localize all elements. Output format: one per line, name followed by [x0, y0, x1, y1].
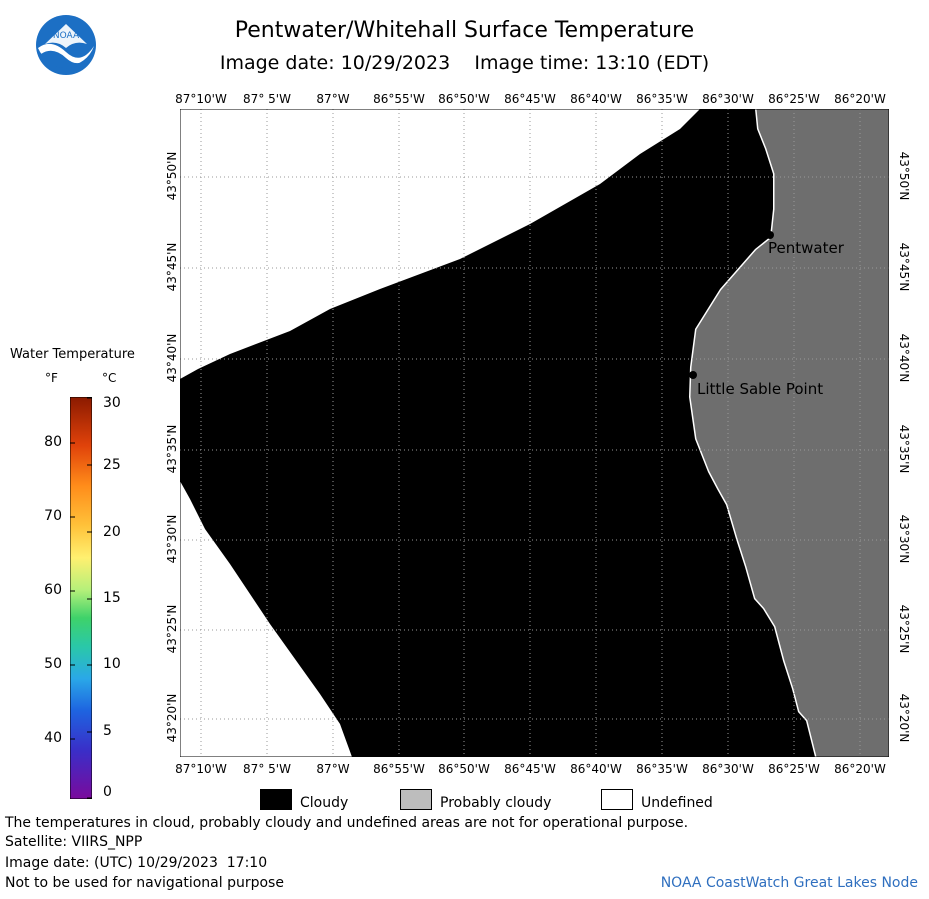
lon-label-bottom: 86°45'W	[504, 762, 556, 776]
image-date-time: Image date: 10/29/2023 Image time: 13:10…	[219, 52, 710, 74]
lat-label-left: 43°35'N	[165, 424, 179, 474]
colorbar-c-tick: 5	[103, 723, 112, 739]
lat-label-left: 43°20'N	[165, 693, 179, 743]
lon-label-top: 86°35'W	[636, 92, 688, 106]
page-title: Pentwater/Whitehall Surface Temperature	[234, 18, 695, 43]
lat-label-left: 43°30'N	[165, 514, 179, 564]
lon-label-top: 87°10'W	[175, 92, 227, 106]
colorbar-f-tick: 60	[44, 582, 62, 598]
undefined-swatch	[601, 789, 633, 810]
colorbar-f-tick: 80	[44, 434, 62, 450]
legend-title: Water Temperature	[10, 347, 135, 362]
satellite-text: Satellite: VIIRS_NPP	[5, 834, 143, 850]
lon-label-top: 86°50'W	[438, 92, 490, 106]
coastwatch-node-link[interactable]: NOAA CoastWatch Great Lakes Node	[660, 875, 918, 891]
navigation-warning: Not to be used for navigational purpose	[5, 875, 284, 891]
lon-label-top: 87° 5'W	[243, 92, 291, 106]
lat-label-right: 43°40'N	[897, 333, 911, 383]
unit-celsius: °C	[102, 371, 117, 385]
lat-label-left: 43°45'N	[165, 242, 179, 292]
lon-label-top: 86°55'W	[373, 92, 425, 106]
colorbar-c-tick: 30	[103, 395, 121, 411]
lon-label-bottom: 86°30'W	[702, 762, 754, 776]
probably-cloudy-label: Probably cloudy	[440, 795, 552, 811]
lon-label-top: 87°W	[316, 92, 350, 106]
lon-label-top: 86°40'W	[570, 92, 622, 106]
probably-cloudy-swatch	[400, 789, 432, 810]
lon-label-bottom: 86°50'W	[438, 762, 490, 776]
lon-label-bottom: 86°40'W	[570, 762, 622, 776]
land-area	[689, 109, 889, 757]
undefined-label: Undefined	[641, 795, 713, 811]
lon-label-bottom: 86°35'W	[636, 762, 688, 776]
lat-label-left: 43°40'N	[165, 333, 179, 383]
cloudy-label: Cloudy	[300, 795, 349, 811]
lat-label-right: 43°30'N	[897, 514, 911, 564]
lat-label-right: 43°25'N	[897, 604, 911, 654]
utc-date-text: Image date: (UTC) 10/29/2023 17:10	[5, 855, 268, 871]
lat-label-right: 43°20'N	[897, 693, 911, 743]
lon-label-top: 86°20'W	[834, 92, 886, 106]
unit-fahrenheit: °F	[45, 371, 58, 385]
lon-label-bottom: 87° 5'W	[243, 762, 291, 776]
lon-label-bottom: 86°25'W	[768, 762, 820, 776]
lon-label-top: 86°45'W	[504, 92, 556, 106]
cloudy-swatch	[260, 789, 292, 810]
graticule	[180, 109, 889, 757]
temperature-colorbar	[69, 396, 93, 800]
lon-label-top: 86°25'W	[768, 92, 820, 106]
lon-label-bottom: 86°55'W	[373, 762, 425, 776]
little-sable-point-label: Little Sable Point	[697, 380, 824, 398]
lon-label-bottom: 86°20'W	[834, 762, 886, 776]
noaa-logo: NOAA	[35, 14, 97, 76]
disclaimer-text: The temperatures in cloud, probably clou…	[5, 815, 689, 831]
colorbar-f-tick: 70	[44, 508, 62, 524]
lon-label-bottom: 87°W	[316, 762, 350, 776]
map-plot	[180, 109, 889, 757]
lon-label-bottom: 87°10'W	[175, 762, 227, 776]
pentwater-label: Pentwater	[768, 239, 844, 257]
pentwater-marker	[766, 231, 774, 239]
lat-label-left: 43°50'N	[165, 151, 179, 201]
colorbar-c-tick: 15	[103, 590, 121, 606]
cloudy-area	[180, 109, 815, 757]
colorbar-c-tick: 10	[103, 656, 121, 672]
lat-label-right: 43°50'N	[897, 151, 911, 201]
lon-label-top: 86°30'W	[702, 92, 754, 106]
colorbar-f-tick: 50	[44, 656, 62, 672]
colorbar-c-tick: 0	[103, 784, 112, 800]
lat-label-left: 43°25'N	[165, 604, 179, 654]
colorbar-c-tick: 20	[103, 524, 121, 540]
lat-label-right: 43°45'N	[897, 242, 911, 292]
colorbar-c-tick: 25	[103, 457, 121, 473]
lat-label-right: 43°35'N	[897, 424, 911, 474]
colorbar-f-tick: 40	[44, 730, 62, 746]
logo-text: NOAA	[53, 31, 80, 41]
little-sable-point-marker	[689, 371, 697, 379]
